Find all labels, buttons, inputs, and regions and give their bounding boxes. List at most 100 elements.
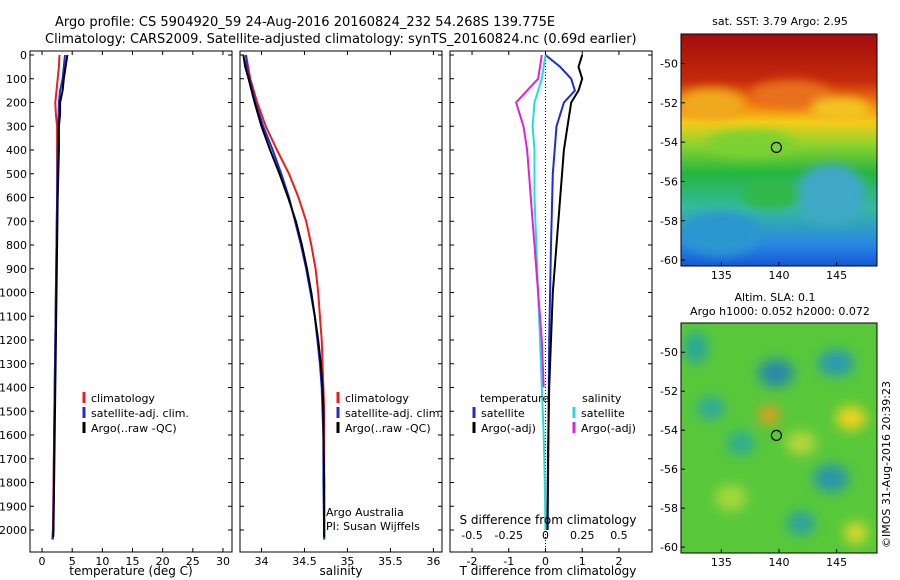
depth-tick-label: 1400 <box>0 382 27 395</box>
depth-tick-label: 400 <box>6 144 27 157</box>
series-line-salinity-satellite <box>531 54 547 531</box>
sla-eddy <box>813 464 849 492</box>
depth-tick-label: 700 <box>6 215 27 228</box>
sst-warm-tongue <box>681 88 746 120</box>
footer-stamp: ©IMOS 31-Aug-2016 20:39:23 <box>880 381 893 548</box>
lat-tick-label: -60 <box>660 254 678 267</box>
argo-location-marker <box>770 141 783 153</box>
sst-cold-southwest <box>681 212 761 256</box>
s-difference-tick-label: -0.5 <box>461 529 482 542</box>
x-tick-label: -1 <box>503 555 514 568</box>
depth-tick-label: 900 <box>6 263 27 276</box>
header-line2: Climatology: CARS2009. Satellite-adjuste… <box>45 32 637 47</box>
x-tick-label: 0 <box>39 555 46 568</box>
sla-lat-axis: -50 -52 -54 -56 -58 -60 <box>660 346 685 554</box>
legend-label-sal-argo: Argo(-adj) <box>581 422 636 435</box>
s-difference-tick-label: 0.25 <box>570 529 595 542</box>
sla-lon-axis: 135 140 145 <box>711 549 847 569</box>
lon-tick-label: 135 <box>711 556 732 569</box>
sst-map-panel: sat. SST: 3.79 Argo: 2.95 <box>660 15 878 282</box>
lat-tick-label: -52 <box>660 97 678 110</box>
depth-tick-label: 0 <box>20 49 27 62</box>
t-difference-xlabel: T difference from climatology <box>459 564 637 578</box>
series-line-argo-raw-qc- <box>52 54 69 538</box>
temperature-x-axis: 0 5 10 15 20 25 30 <box>39 51 230 568</box>
salinity-xlabel: salinity <box>319 564 362 578</box>
salinity-x-axis: 34 34.5 35 35.5 36 <box>254 51 440 568</box>
depth-tick-label: 1900 <box>0 500 27 513</box>
x-tick-label: 1 <box>579 555 586 568</box>
s-difference-tick-label: 0.5 <box>610 529 628 542</box>
x-tick-label: 10 <box>95 555 109 568</box>
sla-eddy <box>836 406 866 430</box>
legend-group-temperature: temperature <box>480 392 549 405</box>
difference-depth-ticks <box>450 54 652 531</box>
series-line-argo-raw-qc- <box>242 54 326 538</box>
depth-tick-label: 600 <box>6 192 27 205</box>
sla-heatmap <box>681 323 877 553</box>
sla-eddy <box>786 431 816 455</box>
temperature-axes-frame <box>29 50 233 553</box>
lat-tick-label: -56 <box>660 175 678 188</box>
lat-tick-label: -50 <box>660 346 678 359</box>
depth-axis: 0 100 200 300 400 500 600 700 800 900 1000 1100 1200… <box>0 49 232 537</box>
legend-label-temp-satellite: satellite <box>481 407 525 420</box>
depth-tick-label: 1300 <box>0 358 27 371</box>
lon-tick-label: 140 <box>769 556 790 569</box>
sla-eddy <box>818 350 854 376</box>
depth-tick-label: 500 <box>6 168 27 181</box>
argo-location-marker <box>770 429 783 441</box>
difference-legend: temperature salinity satellite Argo(-adj… <box>472 392 636 435</box>
lat-tick-label: -58 <box>660 215 678 228</box>
lat-tick-label: -54 <box>660 136 678 149</box>
legend-label-satellite-adj: satellite-adj. clim. <box>91 407 189 420</box>
x-tick-label: 35 <box>340 555 354 568</box>
lat-tick-label: -56 <box>660 463 678 476</box>
legend-label-climatology: climatology <box>91 392 155 405</box>
sla-features <box>684 332 868 544</box>
x-tick-label: 20 <box>156 555 170 568</box>
sla-eddy <box>787 511 815 535</box>
sla-map-panel: Altim. SLA: 0.1 Argo h1000: 0.052 h2000:… <box>660 291 878 569</box>
x-tick-label: 0 <box>542 555 549 568</box>
series-line-salinity-argo-adj- <box>515 54 545 388</box>
temperature-xlabel: temperature (deg C) <box>69 564 192 578</box>
lat-tick-label: -52 <box>660 385 678 398</box>
lat-tick-label: -50 <box>660 57 678 70</box>
salinity-depth-ticks <box>240 54 442 531</box>
sla-eddy <box>697 396 725 420</box>
depth-tick-label: 1800 <box>0 477 27 490</box>
depth-tick-label: 300 <box>6 120 27 133</box>
series-line-temperature-satellite <box>544 54 576 531</box>
sla-map-subtitle: Argo h1000: 0.052 h2000: 0.072 <box>690 305 870 318</box>
sla-eddy <box>715 485 747 511</box>
x-tick-label: 5 <box>69 555 76 568</box>
x-tick-label: 30 <box>216 555 230 568</box>
depth-tick-label: 1100 <box>0 310 27 323</box>
depth-tick-label: 1600 <box>0 429 27 442</box>
sst-lat-axis: -50 -52 -54 -56 -58 -60 <box>660 57 685 267</box>
temperature-series <box>51 54 69 540</box>
legend-label-temp-argo: Argo(-adj) <box>481 422 536 435</box>
depth-tick-label: 200 <box>6 97 27 110</box>
x-tick-label: 2 <box>615 555 622 568</box>
legend-label-argo: Argo(..raw -QC) <box>345 422 431 435</box>
salinity-panel: 34 34.5 35 35.5 36 salinity climatology sate… <box>239 50 443 578</box>
sla-eddy <box>727 431 755 455</box>
x-tick-label: 36 <box>426 555 440 568</box>
sst-green-band <box>741 179 801 209</box>
legend-label-sal-satellite: satellite <box>581 407 625 420</box>
lon-tick-label: 145 <box>826 556 847 569</box>
x-tick-label: 34.5 <box>292 555 317 568</box>
difference-axes-frame <box>449 50 653 553</box>
series-line-temperature-argo-adj- <box>546 54 584 531</box>
sst-lon-axis: 135 140 145 <box>711 262 847 282</box>
sla-eddy <box>684 332 708 364</box>
difference-s-axis-labels: -0.5 -0.25 0 0.25 0.5 <box>461 529 627 542</box>
depth-tick-label: 1700 <box>0 453 27 466</box>
lat-tick-label: -58 <box>660 502 678 515</box>
sst-heatmap <box>681 34 877 266</box>
legend-label-argo: Argo(..raw -QC) <box>91 422 177 435</box>
depth-tick-label: 1000 <box>0 287 27 300</box>
